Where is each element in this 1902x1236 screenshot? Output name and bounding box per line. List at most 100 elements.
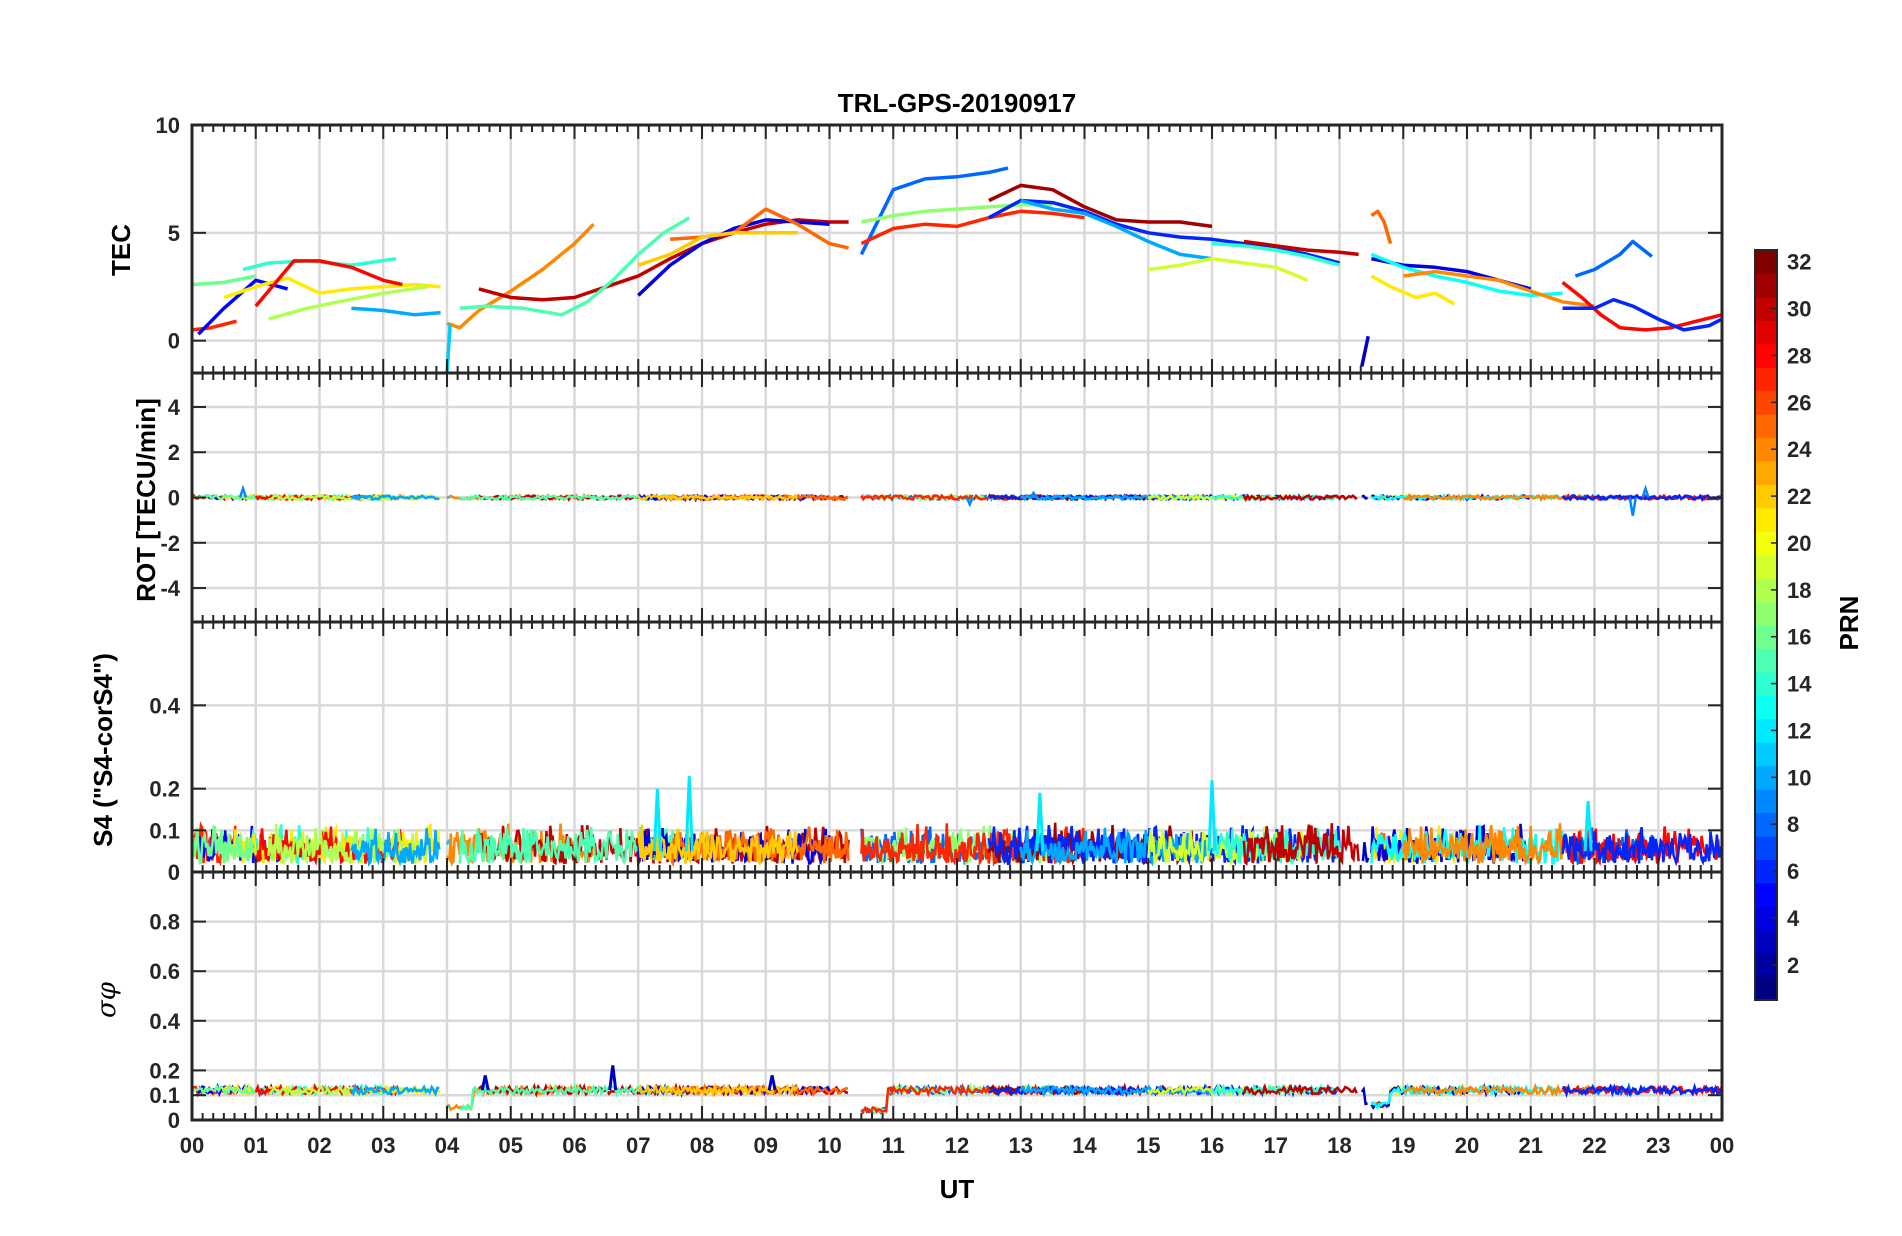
y-tick-label: 10 [156,113,180,138]
colorbar-swatch [1755,367,1777,392]
sigma-phi-series-line [1360,1086,1368,1106]
s4-series-line [350,828,441,867]
colorbar-tick-label: 22 [1787,484,1811,509]
tec-series-line [637,218,830,297]
sigma-phi-series-line [191,1082,256,1098]
tec-series-line [1403,269,1595,308]
tec-series-line [1574,239,1653,278]
sigma-phi-series-line [669,1082,849,1098]
sigma-phi-series-line [1019,1083,1213,1098]
y-tick-label: 5 [168,221,180,246]
colorbar-swatch [1755,484,1777,509]
s4-series-line [1561,826,1724,867]
tec-series-line [1370,209,1393,245]
sigma-phi-peak [767,1075,777,1091]
sigma-phi-series-line [1242,1082,1358,1096]
tec-series-line [1211,241,1340,267]
x-tick-label: 06 [562,1133,586,1158]
colorbar-tick-label: 6 [1787,859,1799,884]
colorbar-tick-label: 10 [1787,765,1811,790]
tec-series-line [988,183,1213,229]
x-tick-label: 04 [435,1133,460,1158]
tec-series-line [478,218,849,302]
tec-series-line [351,306,441,317]
rot-series-line [1402,492,1594,503]
rot-panel: -4 -2 0 2 4 [160,371,1724,624]
x-tick-label: 07 [626,1133,650,1158]
colorbar-swatch [1755,578,1777,603]
colorbar-swatch [1755,835,1777,860]
y-tick-label: 0.4 [149,1009,180,1034]
sigma-phi-series-line [1210,1083,1339,1098]
s4-axis-label: S4 ("S4-corS4") [88,653,118,847]
tec-series-line [1370,252,1563,298]
x-tick-label: 08 [690,1133,714,1158]
colorbar-swatch [1755,742,1777,767]
colorbar-swatch [1755,859,1777,884]
tec-series-line [459,216,691,317]
rot-axis-label: ROT [TECU/min] [131,398,161,602]
colorbar-swatch [1755,648,1777,673]
tec-series-line [859,166,1009,256]
y-tick-label: 0.6 [149,959,180,984]
colorbar-tick-label: 18 [1787,578,1811,603]
colorbar-swatch [1755,437,1777,462]
colorbar-swatch [1755,765,1777,790]
sigma-phi-peak [608,1065,618,1091]
y-tick-label: 0.2 [149,777,180,802]
tec-series-line [1243,239,1359,257]
tec-series-line [1561,281,1722,332]
x-tick-label: 19 [1391,1133,1415,1158]
x-tick-label: 09 [754,1133,778,1158]
s4-series-line [445,838,451,846]
x-tick-label: 23 [1646,1133,1670,1158]
tec-series-line [1360,335,1370,367]
chart-title: TRL-GPS-20190917 [838,88,1076,118]
s4-series-line [637,824,799,867]
rot-peak [965,496,974,508]
tec-series-line [1020,198,1213,261]
colorbar-swatch [1755,554,1777,579]
s4-peak [652,788,662,852]
x-tick-label: 03 [371,1133,395,1158]
tec-axis-label: TEC [106,224,136,276]
rot-series-line [637,493,799,502]
tec-series-line [1562,297,1722,332]
tec-series-line [861,203,1053,224]
tec-series-line [446,222,595,330]
sigma-phi-series-line [1402,1082,1594,1098]
x-axis-label: UT [940,1174,975,1204]
colorbar-tick-label: 30 [1787,297,1811,322]
y-tick-label: 2 [168,440,180,465]
colorbar-swatch [1755,906,1777,931]
s4-series-line [190,824,256,865]
x-tick-label: 22 [1582,1133,1606,1158]
y-tick-label: 4 [168,395,181,420]
sigma-phi-axis-label: σφ [92,981,122,1018]
x-tick-label: 14 [1072,1133,1097,1158]
y-tick-label: 0.1 [149,1083,180,1108]
rot-series-line [350,493,440,502]
s4-series-line [267,823,428,866]
tec-series-line [192,319,238,332]
colorbar-tick-label: 12 [1787,718,1811,743]
x-tick-label: 18 [1327,1133,1351,1158]
tec-series-line [988,198,1340,265]
colorbar-tick-label: 4 [1787,906,1800,931]
colorbar-swatch [1755,414,1777,439]
colorbar-swatch [1755,695,1777,720]
sigma-phi-series-line [1561,1083,1723,1097]
rot-peak [1641,484,1650,498]
s4-series-line [1361,842,1370,863]
tec-panel: 0 5 10 [156,113,1724,375]
colorbar-swatch [1755,625,1777,650]
y-tick-label: -4 [160,576,180,601]
rot-peak [1628,497,1637,516]
colorbar-swatch [1755,531,1777,556]
x-tick-label: 20 [1455,1133,1479,1158]
x-tick-label: 21 [1519,1133,1543,1158]
colorbar-tick-label: 20 [1787,531,1811,556]
tec-series-line [637,231,798,267]
colorbar-swatch [1755,976,1777,1001]
